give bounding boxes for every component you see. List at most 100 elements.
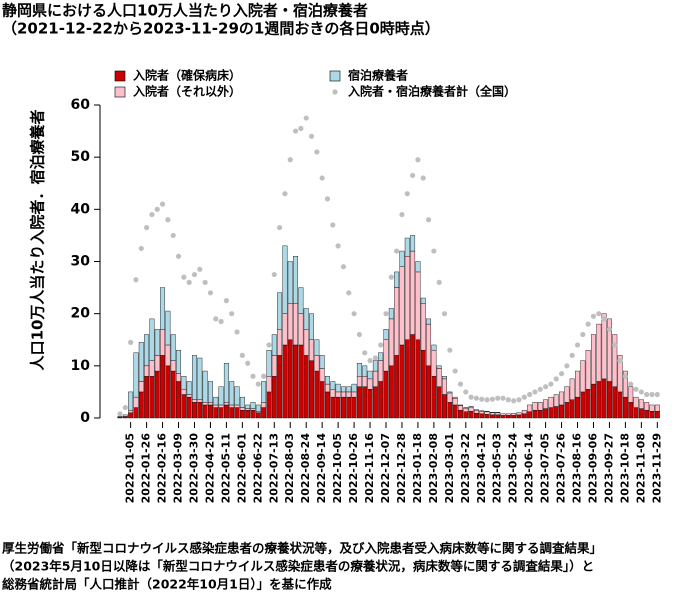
point <box>335 243 341 249</box>
bar-segment <box>223 363 229 403</box>
x-tick-label: 2022-08-03 <box>283 433 296 503</box>
bar-segment <box>633 396 639 408</box>
bar-segment <box>378 352 384 361</box>
point <box>117 411 123 417</box>
bar-segment <box>495 412 501 413</box>
point <box>346 290 352 296</box>
point <box>548 381 554 387</box>
bar-segment <box>181 376 187 390</box>
bar-segment <box>277 329 283 356</box>
bar-segment <box>633 407 639 419</box>
bar-segment <box>176 373 181 382</box>
point <box>633 386 639 392</box>
bar-segment <box>553 394 559 407</box>
x-tick-label: 2022-09-14 <box>315 433 328 504</box>
point <box>175 253 182 259</box>
bar-segment <box>325 383 330 393</box>
bar-segment <box>239 409 245 419</box>
bar-segment <box>452 396 458 399</box>
point <box>277 224 283 231</box>
bar-segment <box>133 352 139 398</box>
x-tick-label: 2023-03-22 <box>459 433 472 503</box>
bar-segment <box>580 391 586 419</box>
point <box>271 271 277 278</box>
bar-segment <box>319 355 325 369</box>
y-tick-label: 30 <box>71 254 91 270</box>
bar-segment <box>473 409 479 414</box>
footnote: 総務省統計局「人口推計（2022年10月1日）」を基に作成 <box>2 577 332 592</box>
bar-segment <box>245 408 251 411</box>
bar-segment <box>271 376 277 419</box>
bar-segment <box>649 404 655 412</box>
bar-segment <box>569 378 575 400</box>
point <box>500 395 506 401</box>
bar-segment <box>293 344 299 419</box>
bar-segment <box>575 370 580 398</box>
bar-segment <box>202 402 208 406</box>
bar-segment <box>553 406 559 419</box>
point <box>388 274 394 280</box>
point <box>239 352 245 358</box>
bar-segment <box>346 391 352 398</box>
bar-segment <box>303 329 309 356</box>
x-tick-label: 2023-10-18 <box>618 433 631 503</box>
point <box>521 394 527 400</box>
bar-segment <box>314 355 320 372</box>
point <box>138 245 144 252</box>
point <box>245 360 251 366</box>
x-tick-label: 2022-11-16 <box>363 433 376 504</box>
point <box>122 404 128 411</box>
legend-label: 入院者・宿泊療養者計（全国） <box>348 84 516 99</box>
bar-segment <box>500 415 506 419</box>
bar-segment <box>282 245 288 314</box>
bar-segment <box>436 365 442 369</box>
bar-segment <box>463 407 469 412</box>
bar-segment <box>351 391 357 398</box>
x-tick-label: 2023-01-18 <box>411 433 424 503</box>
bar-segment <box>399 250 405 267</box>
point <box>202 279 208 285</box>
bar-segment <box>436 368 442 387</box>
bar-segment <box>144 334 150 367</box>
bar-segment <box>404 256 410 340</box>
bar-segment <box>213 396 219 406</box>
bar-segment <box>495 412 501 416</box>
x-tick-label: 2022-01-26 <box>140 433 153 504</box>
bar-segment <box>229 404 235 408</box>
point <box>234 329 240 335</box>
bar-segment <box>165 344 171 367</box>
bar-segment <box>537 402 543 411</box>
bar-segment <box>484 411 490 412</box>
point <box>511 398 517 404</box>
bar-segment <box>596 381 602 419</box>
bar-segment <box>564 402 570 419</box>
bar-segment <box>138 342 144 382</box>
bar-segment <box>452 404 458 419</box>
bar-segment <box>165 310 171 346</box>
bar-segment <box>330 381 336 390</box>
bar-segment <box>463 407 469 409</box>
bar-segment <box>128 412 134 419</box>
bar-segment <box>309 360 314 419</box>
point <box>367 358 373 364</box>
bar-segment <box>500 413 506 416</box>
bar-segment <box>356 363 362 377</box>
point <box>532 389 538 395</box>
bar-segment <box>388 308 394 320</box>
bar-segment <box>266 376 272 393</box>
bar-segment <box>388 365 394 419</box>
bar-segment <box>133 396 139 408</box>
point <box>330 222 336 228</box>
bar-segment <box>245 404 251 409</box>
bar-segment <box>404 339 410 419</box>
bar-segment <box>207 402 213 406</box>
bar-segment <box>245 409 251 419</box>
point <box>298 125 304 132</box>
point <box>452 368 458 374</box>
bar-segment <box>250 402 256 409</box>
legend-label: 入院者（確保病床） <box>133 68 241 83</box>
point <box>420 175 426 181</box>
point <box>622 373 629 379</box>
point <box>154 206 160 212</box>
bar-segment <box>309 339 314 361</box>
